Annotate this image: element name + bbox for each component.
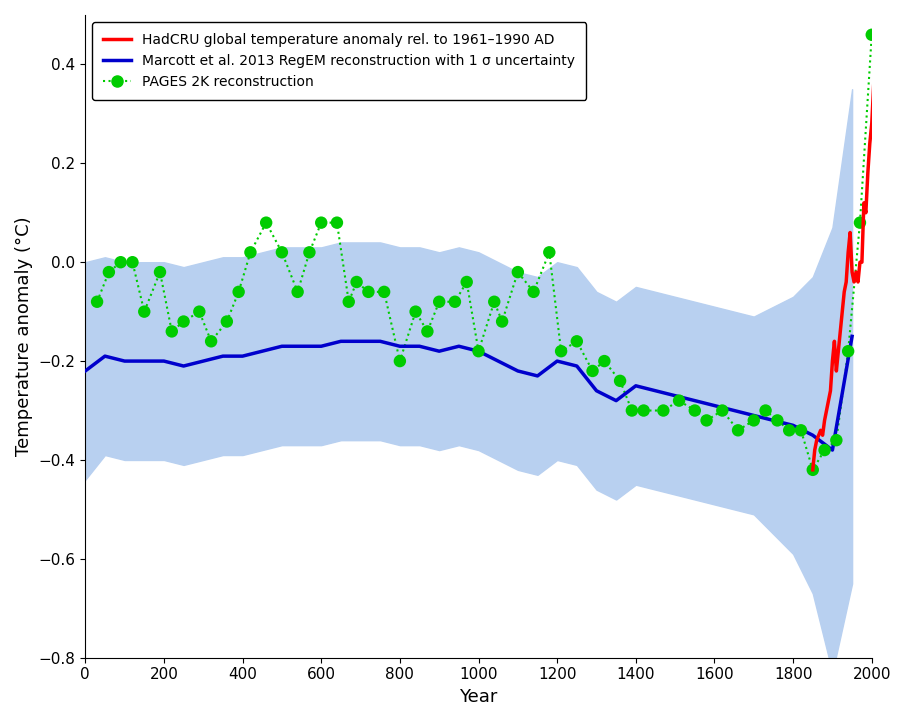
X-axis label: Year: Year [459,688,497,706]
Point [731,425,746,436]
Point [817,444,832,456]
Point [243,247,257,258]
Point [90,296,104,308]
Point [487,296,502,308]
Point [459,276,474,288]
Point [350,276,364,288]
Point [137,306,151,317]
Point [361,286,376,298]
Point [409,306,423,317]
Point [342,296,356,308]
Point [829,435,843,446]
Point [699,415,714,426]
Point [597,355,612,367]
Point [794,425,808,436]
Point [330,217,344,229]
Point [113,257,128,268]
Point [259,217,274,229]
Point [656,404,670,416]
Point [165,326,179,337]
Point [542,247,556,258]
Point [448,296,462,308]
Point [758,404,773,416]
Point [612,375,627,386]
Point [495,316,509,327]
Point [672,395,687,407]
Point [624,404,639,416]
Point [204,335,218,347]
Point [192,306,207,317]
Point [554,345,568,357]
Point [219,316,234,327]
Point [782,425,796,436]
Point [747,415,761,426]
Point [231,286,246,298]
Point [511,266,525,278]
Point [585,366,600,377]
Point [377,286,391,298]
Y-axis label: Temperature anomaly (°C): Temperature anomaly (°C) [15,216,33,456]
Point [275,247,289,258]
Legend: HadCRU global temperature anomaly rel. to 1961–1990 AD, Marcott et al. 2013 RegE: HadCRU global temperature anomaly rel. t… [92,22,586,100]
Point [770,415,785,426]
Point [432,296,447,308]
Point [101,266,116,278]
Point [841,345,855,357]
Point [471,345,486,357]
Point [526,286,541,298]
Point [420,326,435,337]
Point [314,217,329,229]
Point [303,247,317,258]
Point [153,266,168,278]
Point [864,29,879,40]
Point [570,335,584,347]
Point [688,404,702,416]
Point [177,316,191,327]
Point [125,257,140,268]
Point [805,464,820,476]
Point [715,404,729,416]
Point [636,404,651,416]
Point [853,217,867,229]
Point [291,286,305,298]
Point [392,355,407,367]
